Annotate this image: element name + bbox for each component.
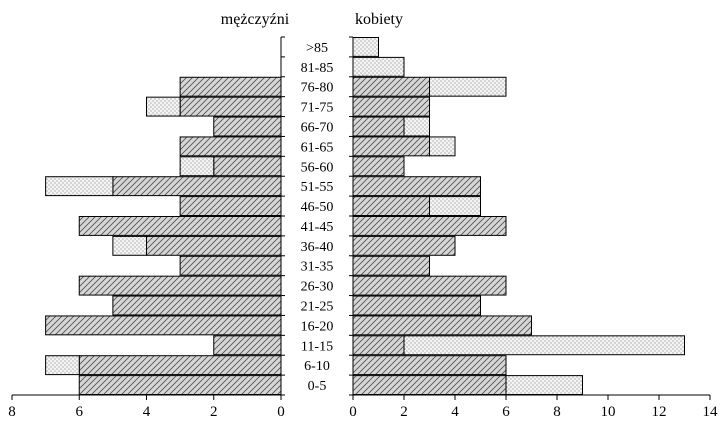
male-bar-hatched-13	[213, 116, 282, 137]
age-group-label: 71-75	[301, 101, 334, 116]
age-group-label: 0-5	[308, 379, 327, 394]
male-panel-title: mężczyźni	[221, 11, 290, 28]
male-bar-hatched-7	[146, 235, 282, 256]
female-bar-hatched-0	[352, 375, 507, 395]
male-bar-hatched-15	[179, 76, 282, 97]
female-bar-dotted-17	[352, 37, 379, 57]
age-group-label: 21-25	[301, 300, 334, 315]
right-x-tick-label: 10	[601, 404, 616, 420]
right-x-tick-label: 6	[502, 404, 510, 420]
female-bar-hatched-2	[352, 335, 405, 356]
female-bar-dotted-12	[429, 136, 456, 157]
female-bar-dotted-9	[429, 196, 481, 216]
male-bar-hatched-8	[78, 216, 282, 236]
male-bar-hatched-12	[179, 136, 282, 157]
age-group-labels: 0-5 6-10 11-15 16-20 21-25 26-30 31-35 36-40 41-…	[301, 41, 334, 394]
male-bar-hatched-11	[213, 156, 282, 177]
age-group-label: 61-65	[301, 140, 334, 155]
female-panel-title: kobiety	[355, 11, 403, 28]
age-group-label: 6-10	[304, 359, 330, 374]
male-bar-hatched-0	[78, 375, 282, 395]
age-group-label: 36-40	[301, 240, 334, 255]
male-bar-dotted-11	[179, 156, 215, 177]
female-bar-hatched-8	[352, 216, 507, 236]
female-bar-hatched-4	[352, 295, 481, 316]
male-bar-hatched-2	[213, 335, 282, 356]
male-bar-hatched-6	[179, 255, 282, 276]
right-x-tick-label: 14	[703, 404, 719, 420]
male-bar-dotted-7	[112, 235, 148, 256]
male-bar-dotted-10	[45, 176, 114, 197]
age-group-label: 16-20	[301, 319, 334, 334]
male-panel: 8 6 4 2 0	[8, 36, 285, 420]
female-bar-hatched-11	[352, 156, 405, 177]
left-x-tick-label: 8	[8, 404, 16, 420]
age-group-label: 26-30	[301, 280, 334, 295]
age-group-label: 76-80	[301, 81, 334, 96]
female-bar-dotted-15	[429, 76, 507, 97]
left-x-tick-label: 4	[143, 404, 151, 420]
female-bar-hatched-14	[352, 96, 430, 117]
right-x-tick-label: 8	[553, 404, 561, 420]
female-panel: 0 2 4 6 8 10 12 14	[349, 36, 719, 420]
age-group-label: 56-60	[301, 160, 334, 175]
female-bar-hatched-15	[352, 76, 430, 97]
right-x-tick-label: 12	[652, 404, 667, 420]
male-bar-hatched-5	[78, 275, 282, 296]
male-bar-hatched-9	[179, 196, 282, 216]
male-bar-hatched-10	[112, 176, 282, 197]
male-bar-hatched-3	[45, 315, 282, 336]
female-bar-hatched-6	[352, 255, 430, 276]
female-bar-hatched-13	[352, 116, 405, 137]
female-bar-dotted-13	[403, 116, 430, 137]
female-bar-hatched-10	[352, 176, 481, 197]
age-group-label: 11-15	[301, 339, 333, 354]
left-x-tick-label: 6	[76, 404, 84, 420]
female-bar-hatched-7	[352, 235, 456, 256]
female-bar-hatched-12	[352, 136, 430, 157]
female-bar-dotted-2	[403, 335, 685, 356]
age-group-label: 41-45	[301, 220, 334, 235]
left-x-tick-label: 2	[210, 404, 218, 420]
male-bar-dotted-1	[45, 355, 80, 376]
male-bar-hatched-4	[112, 295, 282, 316]
female-bar-hatched-3	[352, 315, 532, 336]
female-bar-hatched-1	[352, 355, 507, 376]
female-bar-hatched-5	[352, 275, 507, 296]
age-group-label: 31-35	[301, 260, 334, 275]
male-bar-hatched-14	[179, 96, 282, 117]
female-bar-dotted-0	[505, 375, 583, 395]
right-x-tick-label: 4	[451, 404, 459, 420]
male-bar-hatched-1	[78, 355, 282, 376]
right-x-tick-label: 2	[400, 404, 408, 420]
male-bar-dotted-14	[146, 96, 181, 117]
age-group-label: 51-55	[301, 180, 334, 195]
female-bar-dotted-16	[352, 56, 405, 77]
female-bar-hatched-9	[352, 196, 430, 216]
age-group-label: 46-50	[301, 200, 334, 215]
left-x-tick-label: 0	[277, 404, 285, 420]
age-group-label: >85	[306, 41, 328, 56]
age-group-label: 66-70	[301, 121, 334, 136]
age-group-label: 81-85	[301, 61, 334, 76]
right-x-tick-label: 0	[349, 404, 357, 420]
